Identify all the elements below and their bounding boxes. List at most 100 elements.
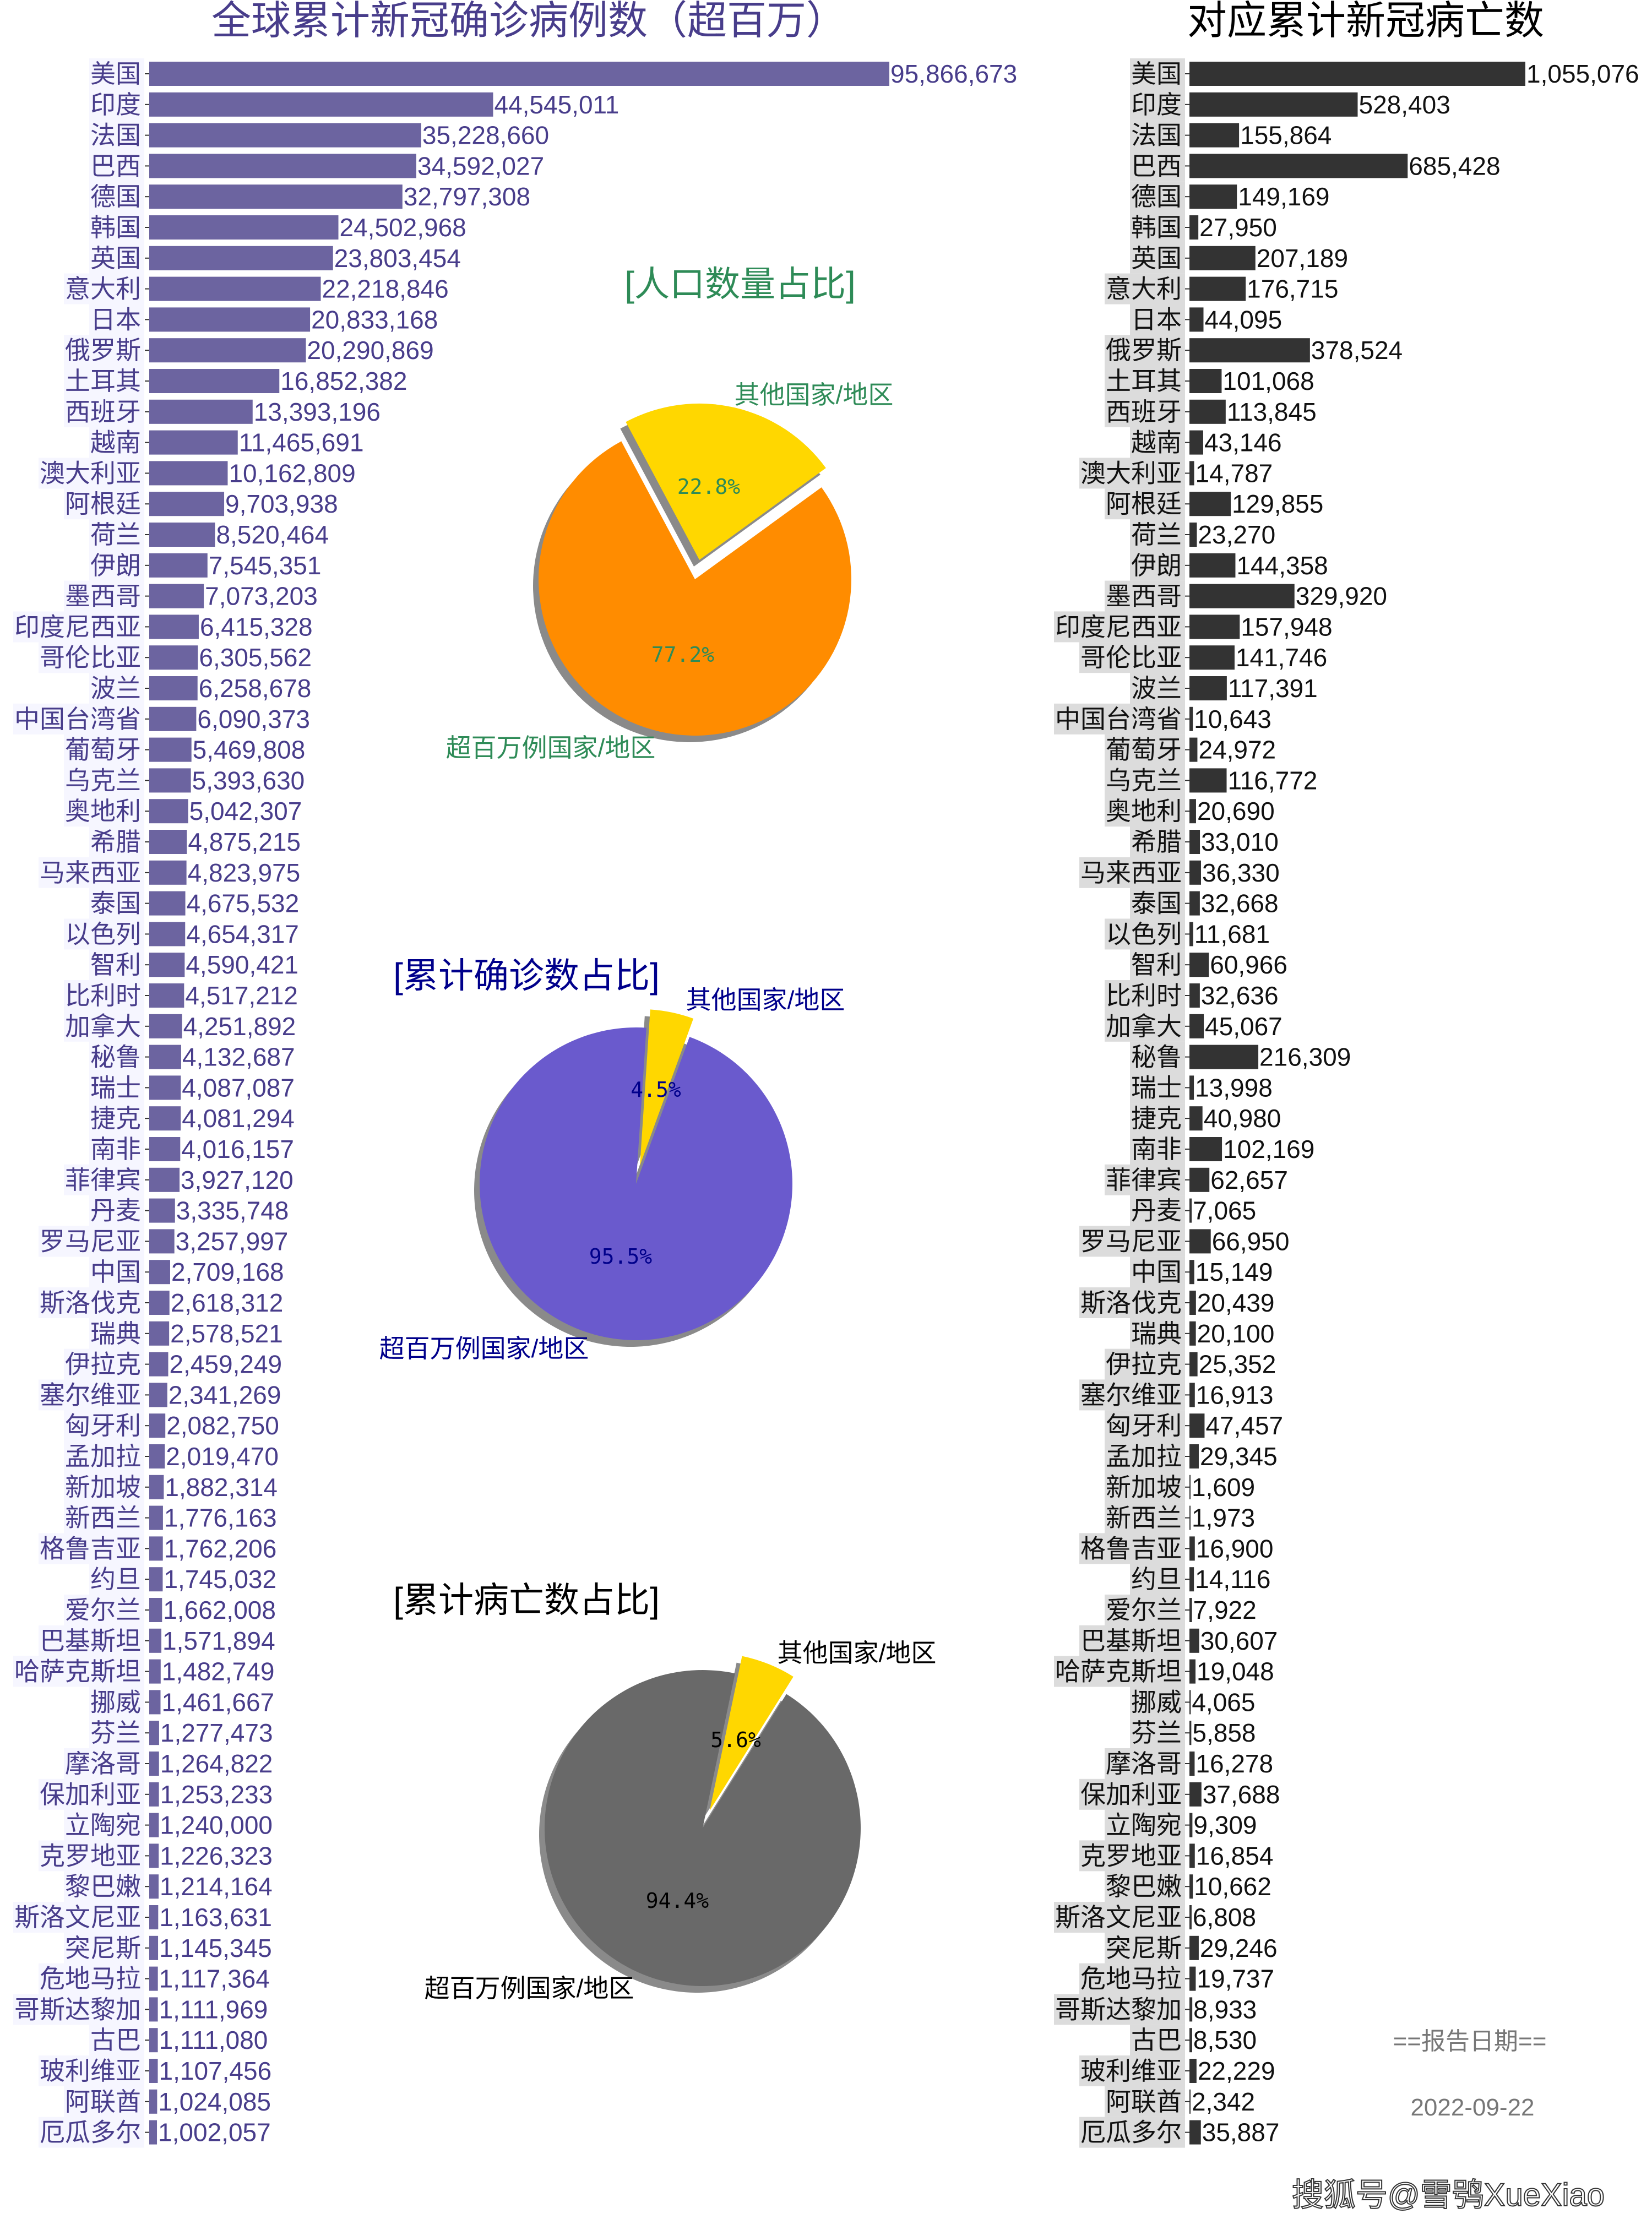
bar-value-label: 1,163,631 [159,1903,272,1932]
bar [1189,706,1193,731]
category-label: 挪威 [1131,1688,1182,1716]
bar [149,1475,164,1499]
bar-value-label: 9,309 [1193,1811,1257,1840]
category-label: 哥伦比亚 [40,643,141,672]
category-label: 爱尔兰 [65,1596,141,1624]
category-label: 匈牙利 [65,1411,141,1440]
bar-value-label: 5,469,808 [193,736,306,764]
pie-slice-major [544,1670,861,1986]
category-label: 危地马拉 [40,1965,141,1993]
category-label-bg [1130,1564,1185,1595]
category-label: 突尼斯 [1106,1934,1182,1962]
category-label-bg [1105,580,1185,612]
bar-value-label: 1,240,000 [160,1811,273,1840]
bar [1189,953,1209,977]
category-label-bg [64,1410,144,1442]
bar [1189,62,1525,86]
category-label: 荷兰 [90,520,141,549]
category-label-bg [39,1625,144,1656]
bar [1189,1321,1196,1346]
category-label: 斯洛伐克 [40,1288,141,1317]
bar [1189,614,1240,639]
bar-value-label: 1,461,667 [161,1688,274,1716]
bar [1189,584,1295,608]
category-label: 瑞士 [90,1073,141,1102]
category-label-bg [1079,1226,1185,1257]
category-label: 荷兰 [1131,520,1182,549]
category-label-bg [1105,396,1185,427]
category-label: 葡萄牙 [1106,736,1182,764]
category-label: 伊朗 [90,551,141,580]
bar-value-label: 15,149 [1195,1258,1273,1286]
bar [149,307,311,332]
chart-title: 对应累计新冠病亡数 [1187,0,1544,43]
bar-value-label: 157,948 [1241,612,1332,641]
bar-value-label: 20,439 [1197,1288,1275,1317]
category-label: 马来西亚 [40,858,141,887]
bar [149,1782,159,1807]
category-label: 美国 [90,59,141,88]
category-label: 以色列 [65,920,141,948]
category-label-bg [1130,1134,1185,1165]
bar-value-label: 528,403 [1359,90,1450,119]
category-label: 秘鲁 [1131,1043,1182,1072]
category-label: 墨西哥 [1106,582,1182,611]
bar [149,1966,158,1991]
bar-value-label: 4,087,087 [182,1073,295,1102]
category-label: 伊朗 [1131,551,1182,580]
bar-value-label: 102,169 [1223,1135,1314,1163]
category-label: 希腊 [1131,828,1182,856]
category-label: 日本 [90,305,141,334]
bar [1189,1628,1199,1653]
category-label: 马来西亚 [1080,858,1182,887]
bar [1189,799,1196,824]
bar [149,154,416,178]
category-label: 比利时 [1106,981,1182,1010]
bar [1189,523,1197,547]
category-label-bg [1105,488,1185,520]
category-label-bg [1105,765,1185,796]
category-label: 古巴 [90,2026,141,2054]
category-label-bg [1054,1902,1185,1933]
category-label-bg [1079,1840,1185,1872]
bar-value-label: 1,264,822 [160,1749,273,1778]
category-label-bg [39,1226,144,1257]
bar-value-label: 116,772 [1228,766,1318,795]
category-label-bg [1130,1041,1185,1073]
bar [1189,1444,1199,1468]
bar [149,584,204,608]
bar-value-label: 13,998 [1195,1073,1273,1102]
category-label: 澳大利亚 [1080,459,1182,487]
bar [149,2120,157,2145]
bar-value-label: 27,950 [1199,213,1277,242]
category-label: 泰国 [90,889,141,918]
category-label-bg [89,1717,144,1749]
bar [1189,338,1310,363]
category-label: 斯洛伐克 [1080,1288,1182,1317]
bar-value-label: 13,393,196 [254,398,381,426]
bar-value-label: 95,866,673 [890,59,1017,88]
bar [1189,276,1246,301]
bar [1189,1690,1191,1715]
category-label-bg [64,980,144,1011]
category-label: 英国 [1131,244,1182,273]
bar [149,430,238,455]
category-label-bg [1054,1656,1185,1687]
category-label-bg [1130,1195,1185,1226]
category-label-bg [89,519,144,550]
bar [1189,1935,1199,1960]
category-label: 保加利亚 [1080,1780,1182,1809]
category-label: 格鲁吉亚 [40,1534,141,1563]
category-label-bg [89,673,144,704]
bar [149,1106,181,1131]
category-label: 印度 [1131,90,1182,119]
bar [149,983,184,1008]
category-label: 摩洛哥 [1106,1749,1182,1778]
category-label-bg [39,458,144,489]
bar [1189,1752,1195,1776]
bar-value-label: 29,246 [1200,1934,1278,1962]
category-label: 德国 [1131,182,1182,211]
category-label: 韩国 [90,213,141,242]
category-label: 伊拉克 [1106,1350,1182,1379]
bar [149,1137,181,1161]
